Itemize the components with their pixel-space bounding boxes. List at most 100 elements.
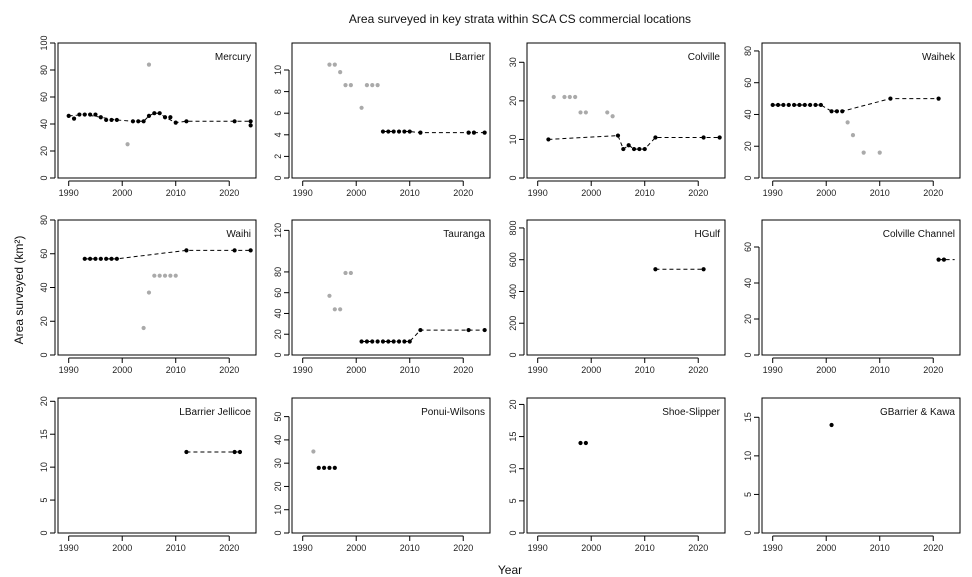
data-point xyxy=(621,146,626,152)
figure-title: Area surveyed in key strata within SCA C… xyxy=(349,12,691,26)
y-tick-label: 5 xyxy=(508,498,518,503)
y-tick-label: 40 xyxy=(39,282,49,292)
x-axis-label: Year xyxy=(498,563,522,577)
x-tick-label: 2010 xyxy=(166,188,186,198)
y-tick-label: 5 xyxy=(743,492,753,497)
y-tick-label: 6 xyxy=(273,111,283,116)
x-tick-label: 1990 xyxy=(763,188,783,198)
x-tick-label: 1990 xyxy=(763,365,783,375)
y-tick-label: 80 xyxy=(273,267,283,277)
data-point xyxy=(375,339,380,344)
historical-point xyxy=(162,273,168,278)
y-tick-label: 10 xyxy=(273,65,283,75)
x-tick-label: 1990 xyxy=(293,365,313,375)
historical-point xyxy=(173,273,178,278)
historical-point xyxy=(338,70,343,75)
data-point xyxy=(82,112,87,117)
y-tick-label: 10 xyxy=(273,505,283,515)
x-tick-label: 2000 xyxy=(581,188,601,198)
historical-point xyxy=(845,120,850,125)
y-tick-label: 40 xyxy=(39,119,49,129)
historical-point xyxy=(311,449,316,454)
data-point xyxy=(370,339,375,344)
panel-ponui-wilsons: Ponui-Wilsons 1990 2000 2010 2020 0 10 20 30 40 50 xyxy=(273,397,491,553)
x-tick-label: 2000 xyxy=(581,543,601,553)
data-point xyxy=(82,256,87,261)
panel-colville: Colville 1990 2000 2010 2020 0 10 20 30 xyxy=(508,42,726,198)
data-point xyxy=(184,248,189,253)
data-point xyxy=(77,112,82,117)
y-tick-label: 20 xyxy=(743,141,753,151)
trend-line xyxy=(361,329,485,342)
panel-title: Waihek xyxy=(922,52,956,63)
data-point xyxy=(583,440,588,446)
y-tick-label: 40 xyxy=(273,435,283,445)
y-tick-label: 4 xyxy=(273,132,283,137)
panel-title: Tauranga xyxy=(443,229,485,240)
x-tick-label: 2010 xyxy=(400,365,420,375)
panel-lbarrier-jellicoe: LBarrier Jellicoe 1990 2000 2010 2020 0 5 10 15 2… xyxy=(39,396,257,553)
data-point xyxy=(701,267,706,272)
historical-point xyxy=(605,110,610,115)
historical-point xyxy=(168,273,173,278)
data-point xyxy=(93,112,98,117)
plot-frame xyxy=(57,219,257,356)
x-tick-label: 2020 xyxy=(923,365,943,375)
y-tick-label: 120 xyxy=(273,223,283,238)
data-point xyxy=(391,129,396,134)
plot-frame xyxy=(57,397,257,534)
y-tick-label: 20 xyxy=(743,314,753,324)
panel-title: LBarrier xyxy=(449,52,485,63)
plot-frame xyxy=(291,42,491,179)
y-tick-label: 2 xyxy=(273,154,283,159)
data-point xyxy=(781,102,786,108)
panel-title: Shoe-Slipper xyxy=(662,407,720,418)
plot-frame xyxy=(526,397,726,534)
historical-point xyxy=(850,133,856,138)
data-point xyxy=(797,102,802,108)
y-tick-label: 10 xyxy=(743,451,753,461)
y-tick-label: 15 xyxy=(508,432,518,442)
y-tick-label: 10 xyxy=(508,134,518,144)
x-tick-label: 1990 xyxy=(59,188,79,198)
data-point xyxy=(642,146,647,152)
plot-frame xyxy=(526,219,726,356)
data-point xyxy=(701,135,706,140)
data-point xyxy=(717,135,722,140)
y-tick-label: 20 xyxy=(508,399,518,409)
y-tick-label: 10 xyxy=(39,462,49,472)
historical-point xyxy=(573,94,578,100)
plot-frame xyxy=(761,219,961,356)
historical-point xyxy=(152,273,157,278)
data-point xyxy=(248,248,253,253)
x-tick-label: 2020 xyxy=(688,365,708,375)
x-tick-label: 2020 xyxy=(219,543,239,553)
y-tick-label: 80 xyxy=(39,215,49,225)
x-tick-label: 2020 xyxy=(923,188,943,198)
historical-point xyxy=(562,94,567,100)
y-tick-label: 0 xyxy=(508,530,518,535)
panel-title: GBarrier & Kawa xyxy=(880,407,955,418)
panel-title: Colville Channel xyxy=(883,229,955,240)
data-point xyxy=(941,257,947,262)
panel-lbarrier: LBarrier 1990 2000 2010 2020 0 2 4 6 8 10 xyxy=(273,42,491,198)
y-tick-label: 30 xyxy=(273,458,283,468)
plot-frame xyxy=(761,397,961,534)
data-point xyxy=(840,109,845,114)
data-point xyxy=(98,256,103,261)
data-point xyxy=(114,117,119,123)
historical-point xyxy=(370,83,375,88)
y-tick-label: 800 xyxy=(508,220,518,235)
x-tick-label: 2020 xyxy=(453,188,473,198)
y-tick-label: 50 xyxy=(273,412,283,422)
historical-point xyxy=(327,62,332,67)
data-point xyxy=(546,137,551,142)
y-tick-label: 0 xyxy=(508,352,518,357)
x-tick-label: 2020 xyxy=(453,543,473,553)
historical-point xyxy=(861,150,866,155)
data-point xyxy=(152,111,157,116)
data-point xyxy=(482,327,487,333)
x-tick-label: 2020 xyxy=(453,365,473,375)
data-point xyxy=(104,256,109,261)
data-point xyxy=(396,339,402,344)
